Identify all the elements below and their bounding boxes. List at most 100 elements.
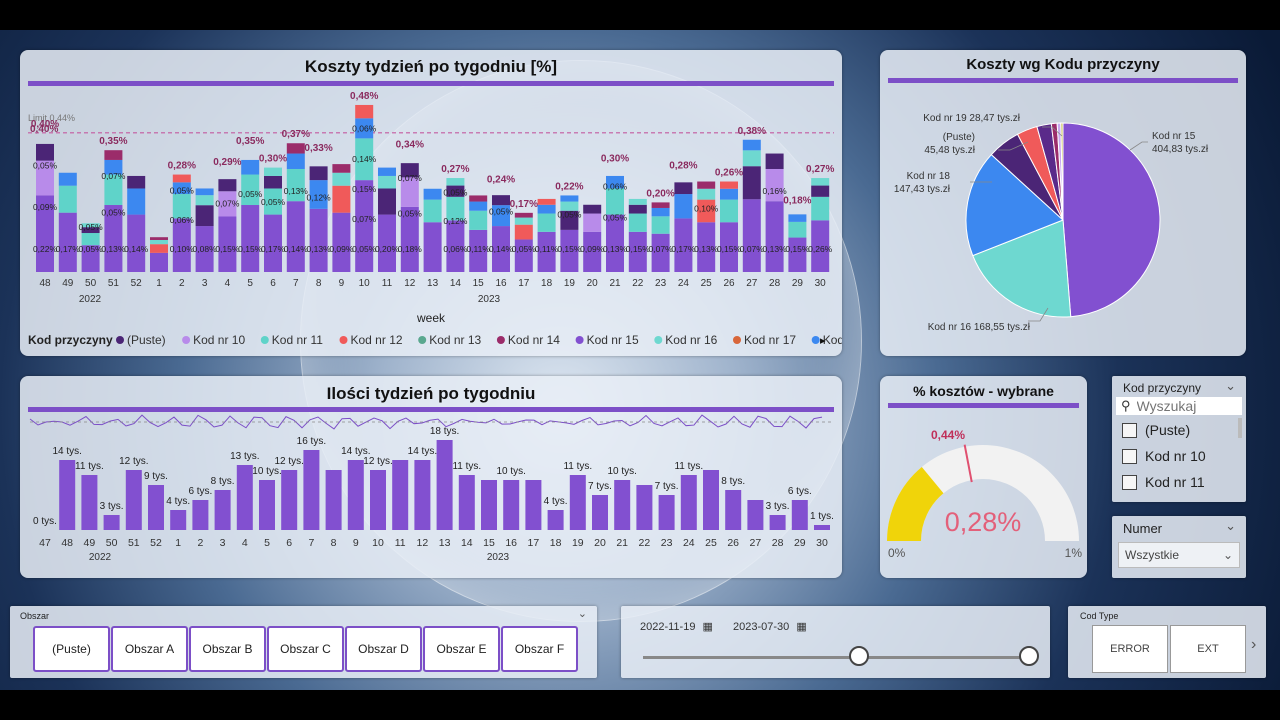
bar — [103, 515, 120, 530]
segment-label: 0,05% — [79, 244, 104, 254]
segment-label: 0,17% — [671, 244, 696, 254]
codtype-slicer[interactable]: Cod Type ERROR EXT › — [1068, 606, 1266, 678]
obszar-button-e[interactable]: Obszar E — [423, 626, 500, 672]
bar-segment — [492, 195, 510, 206]
slicer-scrollbar[interactable] — [1238, 418, 1242, 438]
bar-segment — [150, 244, 168, 253]
bar — [525, 480, 542, 530]
checkbox[interactable] — [1122, 474, 1137, 490]
cost-by-code-pie: Kod nr 15 404,83 tys.zł Kod nr 19 28,47 … — [894, 113, 1209, 333]
obszar-button-puste[interactable]: (Puste) — [33, 626, 110, 672]
obszar-button-f[interactable]: Obszar F — [501, 626, 578, 672]
cost-week-chart-panel[interactable]: Koszty tydzień po tygodniu [%] Limit 0,4… — [20, 50, 842, 356]
bar-segment — [286, 153, 305, 169]
bar — [170, 510, 187, 530]
x-tick-label: 15 — [473, 278, 485, 289]
x-tick-label: 28 — [769, 278, 781, 289]
numer-slicer[interactable]: Numer ⌄ Wszystkie ⌄ — [1112, 516, 1246, 578]
checkbox[interactable] — [1122, 422, 1137, 438]
pie-slice — [965, 153, 1064, 257]
bar-segment — [446, 220, 465, 272]
bar — [592, 495, 608, 530]
end-date-input[interactable]: 2023-07-30 ▦ — [733, 620, 807, 633]
cost-gauge: 0,44% 0,28% 0% 1% — [887, 428, 1082, 560]
total-label: 0,35% — [236, 136, 264, 147]
bar — [370, 470, 386, 530]
bar-segment — [492, 226, 510, 272]
total-label: 0,27% — [441, 164, 469, 175]
chevron-down-icon[interactable]: ⌄ — [577, 608, 587, 620]
segment-label: 0,14% — [124, 244, 149, 254]
segment-label: 0,12% — [443, 216, 468, 226]
segment-label: 0,12% — [307, 192, 332, 202]
legend-item: Kod nr 10 — [193, 333, 245, 347]
total-label: 0,24% — [487, 174, 515, 185]
date-slider-start-handle[interactable] — [849, 646, 869, 666]
total-label: 0,22% — [555, 181, 583, 192]
segment-label: 0,15% — [557, 244, 582, 254]
start-date-input[interactable]: 2022-11-19 ▦ — [640, 620, 713, 633]
pie-slice — [972, 219, 1072, 318]
chevron-down-icon[interactable]: ⌄ — [1225, 518, 1236, 533]
x-tick-label: 17 — [528, 537, 540, 549]
gauge-min: 0% — [888, 546, 906, 560]
end-date-value: 2023-07-30 — [733, 621, 790, 633]
bar-segment — [674, 218, 693, 272]
numer-dropdown[interactable]: Wszystkie ⌄ — [1118, 542, 1240, 568]
date-slider-end-handle[interactable] — [1019, 646, 1039, 666]
x-tick-label: 18 — [541, 278, 553, 289]
bar-segment — [264, 214, 282, 272]
calendar-icon[interactable]: ▦ — [702, 621, 713, 633]
segment-label: 0,14% — [489, 244, 514, 254]
segment-label: 0,14% — [352, 154, 377, 164]
title-underline — [28, 407, 834, 412]
bar-segment — [309, 166, 328, 181]
bar-segment — [58, 172, 77, 186]
search-box[interactable]: ⚲ — [1116, 397, 1242, 415]
x-tick-label: 47 — [39, 537, 51, 549]
x-tick-label: 2 — [197, 537, 203, 549]
obszar-button-c[interactable]: Obszar C — [267, 626, 344, 672]
bar — [458, 475, 475, 530]
cost-by-code-pie-panel[interactable]: Koszty wg Kodu przyczyny Kod nr 15 404,8… — [880, 50, 1246, 356]
chevron-down-icon[interactable]: ⌄ — [1225, 378, 1236, 393]
bar-segment — [309, 208, 328, 272]
kod-slicer[interactable]: Kod przyczyny ⌄ ⚲ (Puste) Kod nr 10 Kod … — [1112, 376, 1246, 502]
bar-segment — [150, 252, 168, 272]
date-slider-track[interactable] — [643, 656, 1028, 659]
qty-week-chart-panel[interactable]: Ilości tydzień po tygodniu 0 tys. 47 14 ty… — [20, 376, 842, 578]
obszar-button-a[interactable]: Obszar A — [111, 626, 188, 672]
date-range-slicer[interactable]: 2022-11-19 ▦ 2023-07-30 ▦ — [621, 606, 1050, 678]
slicer-item[interactable]: Kod nr 10 — [1112, 443, 1242, 469]
obszar-button-d[interactable]: Obszar D — [345, 626, 422, 672]
codtype-error-button[interactable]: ERROR — [1092, 625, 1168, 673]
segment-label: 0,17% — [56, 244, 81, 254]
bar-segment — [355, 104, 374, 119]
obszar-slicer[interactable]: Obszar ⌄ (Puste) Obszar A Obszar B Obsza… — [10, 606, 597, 678]
obszar-button-b[interactable]: Obszar B — [189, 626, 266, 672]
bar-segment — [720, 222, 738, 272]
bar-segment — [811, 196, 830, 221]
bar — [214, 490, 231, 530]
bar-segment — [127, 188, 146, 215]
chevron-right-icon[interactable]: › — [1251, 636, 1257, 653]
segment-label: 0,13% — [101, 244, 126, 254]
checkbox[interactable] — [1122, 448, 1137, 464]
cost-week-chart-title: Koszty tydzień po tygodniu [%] — [304, 57, 558, 76]
search-input[interactable] — [1136, 398, 1232, 414]
slicer-item[interactable]: (Puste) — [1112, 417, 1242, 443]
segment-label: 0,09% — [580, 244, 605, 254]
segment-label: 0,06% — [352, 124, 377, 134]
calendar-icon[interactable]: ▦ — [796, 621, 807, 633]
gauge-title: % kosztów - wybrane — [913, 383, 1054, 399]
bar-value-label: 10 tys. — [252, 466, 281, 477]
legend-marker — [116, 336, 124, 344]
codtype-ext-button[interactable]: EXT — [1170, 625, 1246, 673]
bar — [281, 470, 298, 530]
bar-value-label: 1 tys. — [810, 511, 834, 522]
x-tick-label: 4 — [242, 537, 248, 549]
slicer-item[interactable]: Kod nr 11 — [1112, 469, 1242, 495]
segment-label: 0,13% — [307, 244, 332, 254]
bar-segment — [264, 167, 282, 176]
cost-gauge-panel[interactable]: % kosztów - wybrane 0,44% 0,28% 0% 1% — [880, 376, 1087, 578]
